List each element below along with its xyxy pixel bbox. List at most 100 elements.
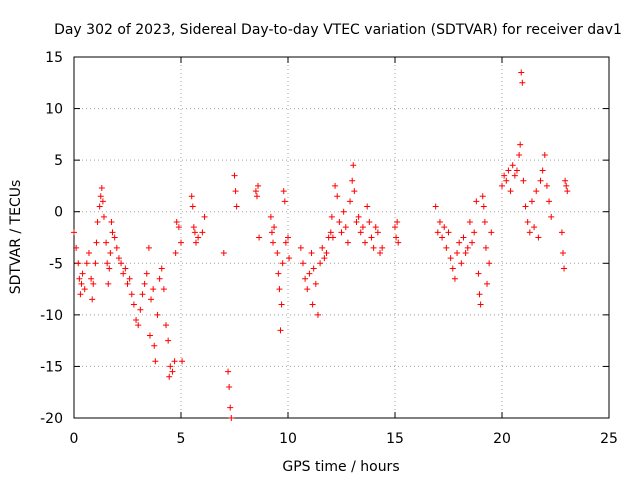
data-point (169, 368, 176, 375)
data-point (90, 280, 97, 287)
data-point (441, 224, 448, 231)
data-point (113, 244, 120, 251)
data-point (451, 275, 458, 282)
x-axis-label: GPS time / hours (282, 459, 399, 475)
data-point (120, 270, 127, 277)
data-point (93, 239, 100, 246)
data-point (561, 265, 568, 272)
data-point (96, 203, 103, 210)
data-point (329, 234, 336, 241)
data-point (256, 234, 263, 241)
data-point (340, 208, 347, 215)
data-point (447, 255, 454, 262)
data-point (172, 249, 179, 256)
data-point (458, 260, 465, 267)
data-point (135, 322, 142, 329)
data-point (338, 229, 345, 236)
data-point (189, 203, 196, 210)
data-point (165, 337, 172, 344)
data-point (79, 270, 86, 277)
data-point (359, 224, 366, 231)
data-point (226, 384, 233, 391)
data-point (513, 167, 520, 174)
data-point (351, 188, 358, 195)
data-point (280, 188, 287, 195)
data-point (77, 291, 84, 298)
data-point (317, 260, 324, 267)
data-point (377, 249, 384, 256)
data-point (191, 229, 198, 236)
data-point (281, 198, 288, 205)
data-point (98, 184, 105, 191)
data-point (231, 172, 238, 179)
data-point (357, 229, 364, 236)
data-point (511, 172, 518, 179)
data-point (312, 280, 319, 287)
data-point (362, 239, 369, 246)
chart-title: Day 302 of 2023, Sidereal Day-to-day VTE… (54, 22, 622, 38)
data-point (443, 244, 450, 251)
data-point (321, 255, 328, 262)
data-point (232, 188, 239, 195)
data-point (332, 182, 339, 189)
data-point (225, 368, 232, 375)
data-point (374, 229, 381, 236)
data-point (533, 188, 540, 195)
data-point (199, 229, 206, 236)
data-point (220, 249, 227, 256)
data-point (156, 275, 163, 282)
data-point (146, 332, 153, 339)
data-point (277, 327, 284, 334)
data-point (282, 239, 289, 246)
data-point (563, 182, 570, 189)
data-point (488, 229, 495, 236)
data-point (546, 198, 553, 205)
data-point (334, 193, 341, 200)
data-point (188, 193, 195, 200)
data-point (393, 234, 400, 241)
data-point (464, 244, 471, 251)
data-point (108, 219, 115, 226)
data-point (432, 203, 439, 210)
data-point (124, 280, 131, 287)
data-point (166, 373, 173, 380)
data-point (370, 244, 377, 251)
data-point (83, 260, 90, 267)
data-point (336, 219, 343, 226)
data-point (179, 358, 186, 365)
data-point (479, 193, 486, 200)
data-point (473, 198, 480, 205)
data-point (271, 224, 278, 231)
data-point (152, 358, 159, 365)
data-point (328, 213, 335, 220)
data-point (394, 219, 401, 226)
y-tick-label: -20 (40, 411, 63, 427)
x-tick-label: 20 (493, 431, 511, 447)
data-point (158, 265, 165, 272)
data-point (73, 244, 80, 251)
data-point (516, 151, 523, 158)
data-point (171, 358, 178, 365)
data-point (355, 213, 362, 220)
data-point (173, 219, 180, 226)
data-point (252, 188, 259, 195)
plot-frame (73, 56, 610, 419)
data-point (475, 270, 482, 277)
data-point (76, 275, 83, 282)
data-point (267, 213, 274, 220)
data-point (503, 177, 510, 184)
data-point (175, 224, 182, 231)
data-point (274, 249, 281, 256)
data-point (107, 249, 114, 256)
data-point (548, 213, 555, 220)
data-point (160, 286, 167, 293)
data-point (167, 363, 174, 370)
data-point (477, 301, 484, 308)
data-point (319, 244, 326, 251)
data-point (111, 234, 118, 241)
data-point (539, 167, 546, 174)
y-tick-label: -5 (49, 256, 63, 272)
data-point (105, 280, 112, 287)
data-point (85, 249, 92, 256)
